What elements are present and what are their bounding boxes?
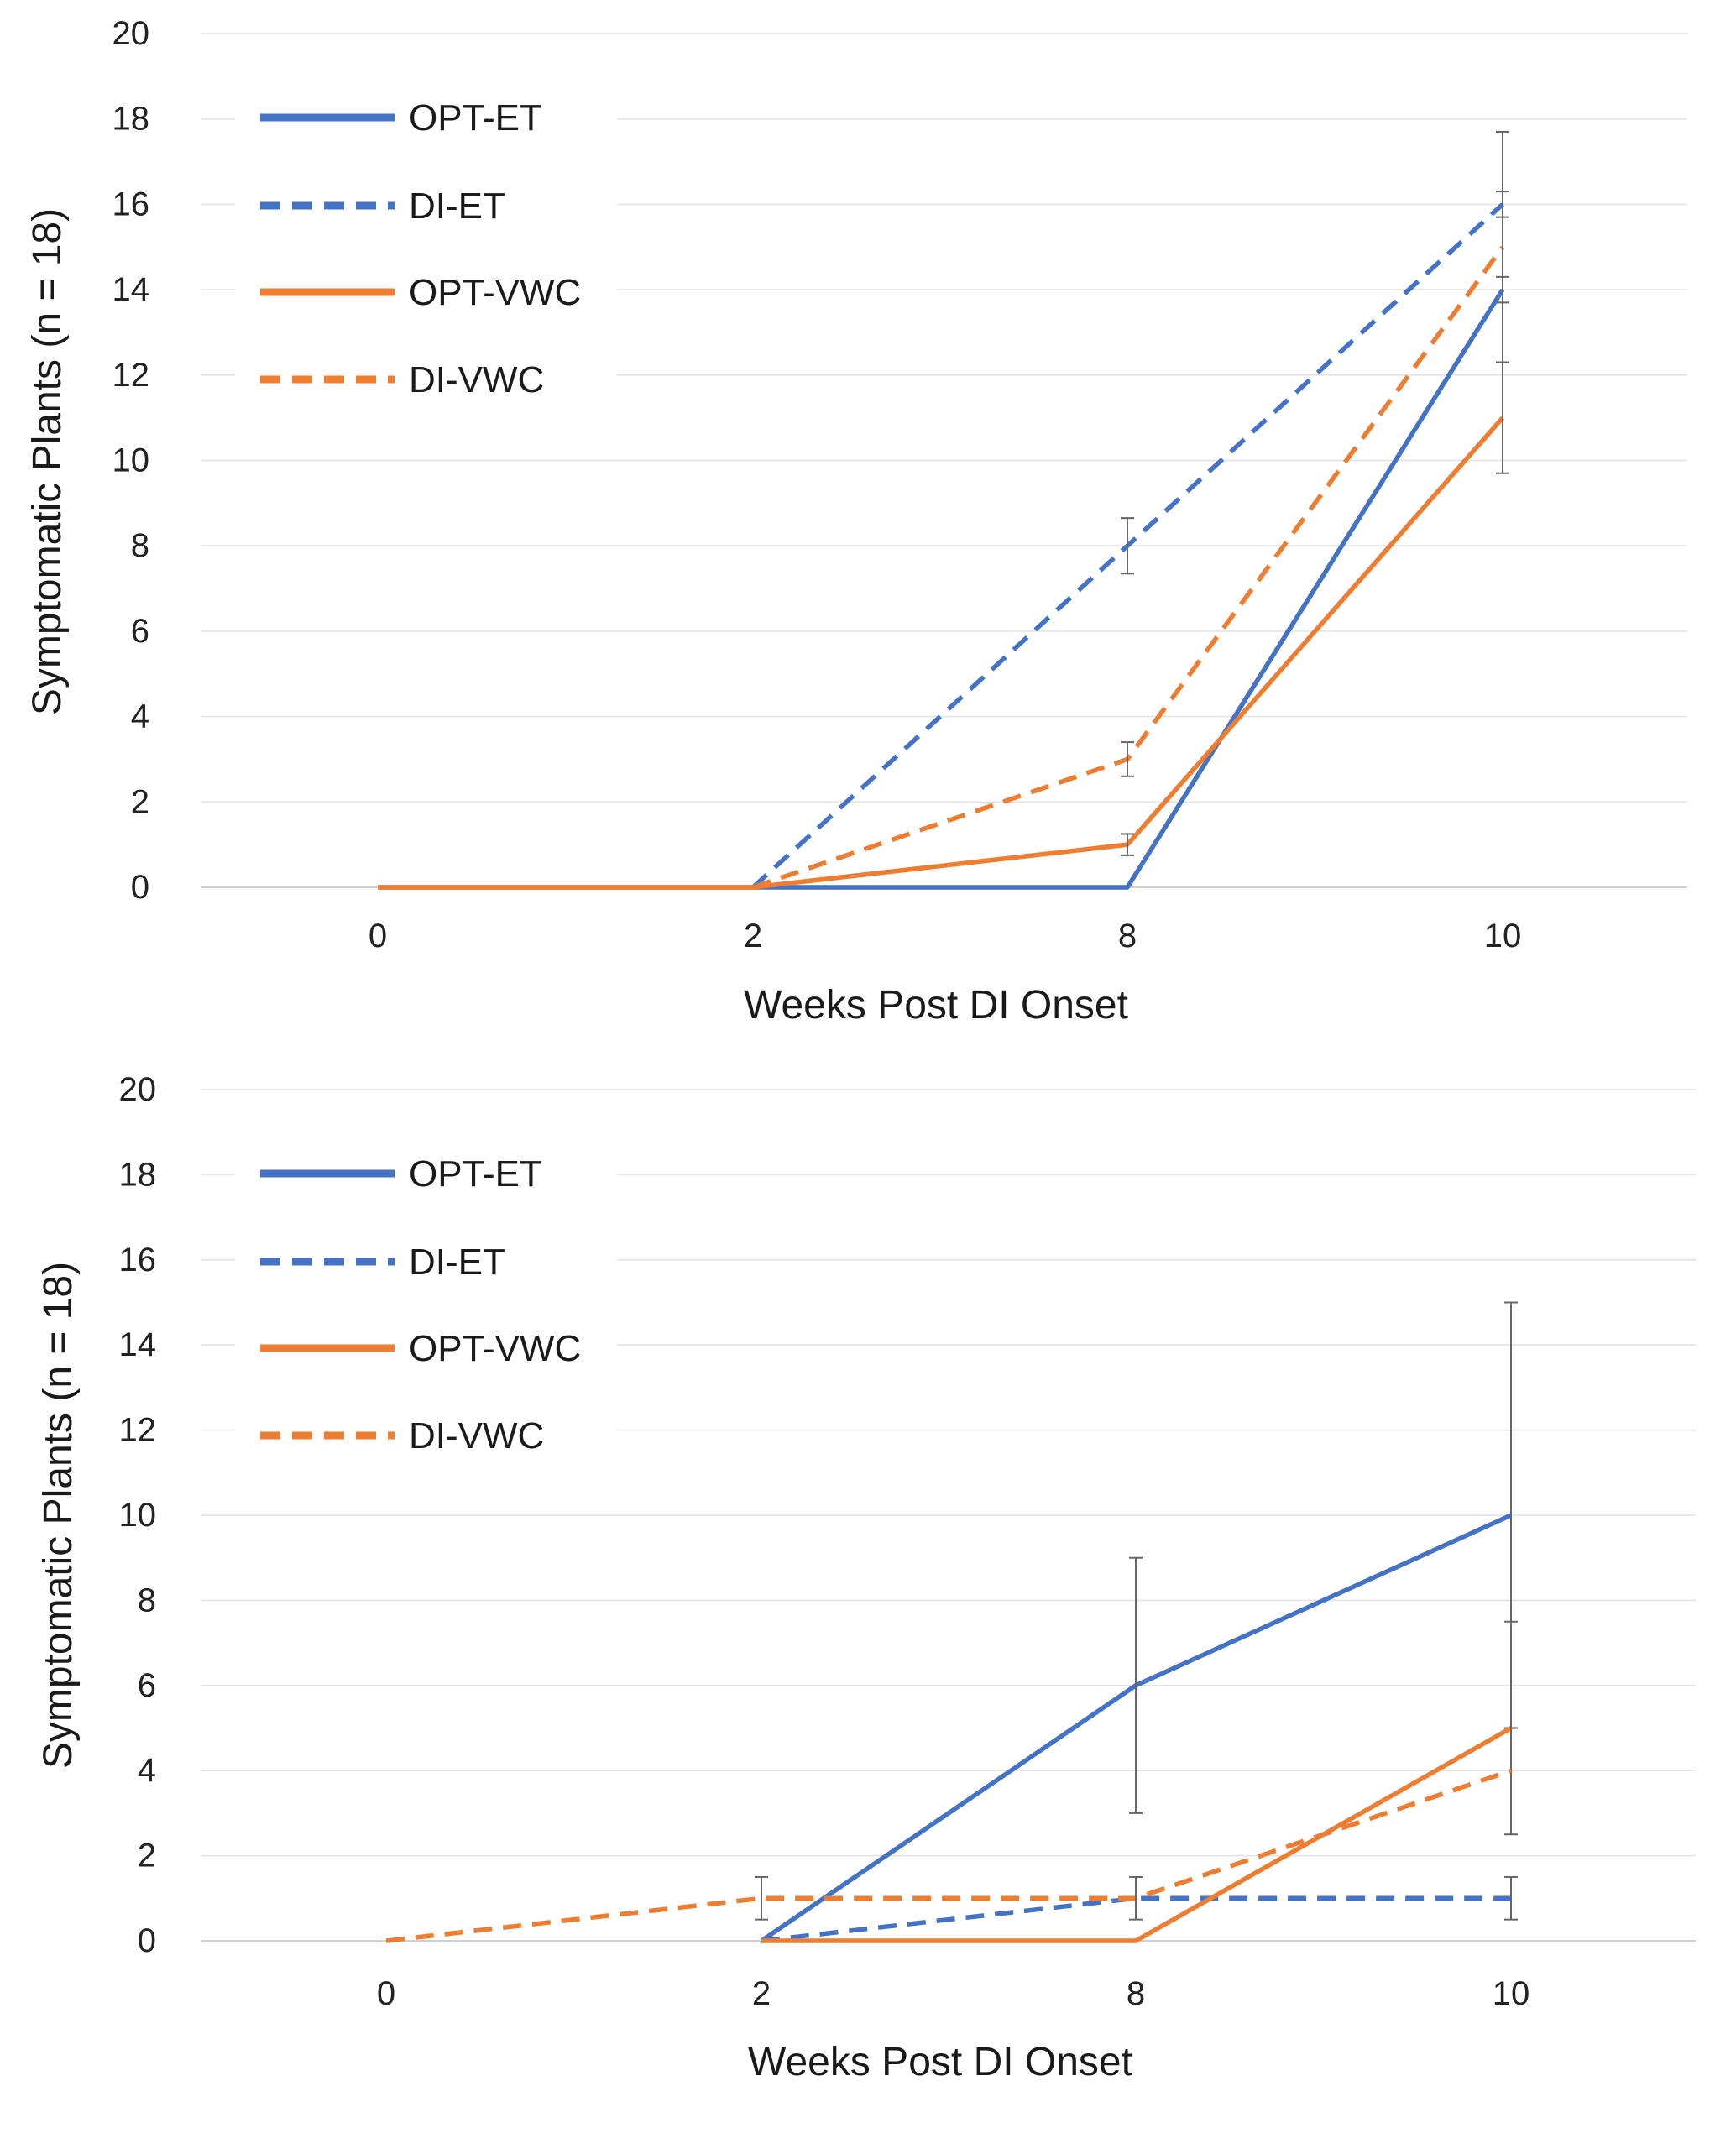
y-tick-label: 20 <box>112 15 150 52</box>
error-bar <box>1504 1620 1518 1836</box>
legend-item-opt-vwc: OPT-VWC <box>260 272 581 313</box>
series-line <box>761 1726 1513 1943</box>
y-tick-label: 6 <box>131 613 149 650</box>
x-tick-label: 8 <box>1127 1975 1145 2012</box>
y-tick-label: 16 <box>119 1242 157 1278</box>
y-tick-label: 18 <box>119 1156 157 1193</box>
legend-background <box>235 1127 617 1482</box>
x-tick-label: 2 <box>744 918 762 954</box>
legend-label: DI-ET <box>409 186 505 227</box>
y-tick-label: 14 <box>112 271 150 308</box>
series-di-et <box>761 1875 1518 1943</box>
error-bar <box>1496 361 1509 474</box>
y-axis-label: Symptomatic Plants (n = 18) <box>25 208 70 715</box>
legend-item-di-et: DI-ET <box>260 1242 505 1283</box>
y-tick-label: 16 <box>112 186 150 222</box>
legend: OPT-ET DI-ET OPT-VWC DI-VWC <box>235 1127 617 1482</box>
legend-label: OPT-ET <box>409 97 542 139</box>
y-tick-label: 12 <box>119 1412 157 1449</box>
y-tick-label: 2 <box>138 1838 156 1874</box>
x-axis-label: Weeks Post DI Onset <box>748 2040 1132 2084</box>
series-opt-vwc <box>761 1620 1518 1943</box>
legend-label: OPT-ET <box>409 1153 542 1195</box>
legend-item-opt-et: OPT-ET <box>260 1153 542 1195</box>
x-axis-ticks: 0 2 8 10 <box>377 1975 1529 2012</box>
y-tick-label: 0 <box>138 1922 156 1959</box>
y-axis-label: Symptomatic Plants (n = 18) <box>36 1262 81 1769</box>
y-tick-label: 8 <box>138 1582 156 1618</box>
x-tick-label: 10 <box>1484 918 1522 954</box>
error-bar <box>1121 741 1134 777</box>
legend-item-opt-et: OPT-ET <box>260 97 542 139</box>
y-axis-ticks: 0 2 4 6 8 10 12 14 16 18 20 <box>119 1071 157 1959</box>
x-tick-label: 0 <box>369 918 387 954</box>
x-tick-label: 2 <box>752 1975 771 2012</box>
y-axis-ticks: 0 2 4 6 8 10 12 14 16 18 20 <box>112 15 150 906</box>
error-bar <box>1129 1556 1143 1814</box>
series-line <box>385 1768 1512 1943</box>
y-tick-label: 10 <box>112 442 150 479</box>
error-bar <box>755 1875 768 1921</box>
legend-background <box>235 71 617 426</box>
chart-1: 0 2 4 6 8 10 12 14 16 18 20 0 2 8 10 Weeks Post DI Onse… <box>25 15 1687 1027</box>
legend-label: DI-ET <box>409 1242 505 1283</box>
y-tick-label: 12 <box>112 357 150 394</box>
x-tick-label: 10 <box>1493 1975 1530 2012</box>
y-tick-label: 2 <box>131 783 149 820</box>
series-di-vwc <box>385 1768 1512 1943</box>
x-axis-label: Weeks Post DI Onset <box>744 983 1128 1027</box>
error-bar <box>1121 833 1134 856</box>
series-di-et <box>751 130 1509 890</box>
legend-label: DI-VWC <box>409 1415 544 1456</box>
series-line <box>761 1895 1511 1943</box>
y-tick-label: 18 <box>112 101 150 138</box>
y-tick-label: 8 <box>131 527 149 564</box>
error-bar <box>1129 1875 1143 1921</box>
error-bar <box>1504 1875 1518 1921</box>
legend-item-di-et: DI-ET <box>260 186 505 227</box>
x-tick-label: 8 <box>1118 918 1137 954</box>
error-bar <box>1121 517 1134 575</box>
legend-item-di-vwc: DI-VWC <box>260 1415 544 1456</box>
legend-item-opt-vwc: OPT-VWC <box>260 1328 581 1369</box>
series-line <box>378 416 1505 890</box>
series-di-vwc <box>752 191 1509 890</box>
series-opt-et <box>760 1301 1518 1943</box>
legend: OPT-ET DI-ET OPT-VWC DI-VWC <box>235 71 617 426</box>
y-tick-label: 0 <box>131 869 149 906</box>
legend-label: OPT-VWC <box>409 1328 581 1369</box>
y-tick-label: 6 <box>138 1667 156 1704</box>
y-tick-label: 14 <box>119 1326 157 1363</box>
y-tick-label: 10 <box>119 1497 157 1534</box>
y-tick-label: 4 <box>138 1752 156 1789</box>
legend-label: DI-VWC <box>409 359 544 400</box>
y-tick-label: 4 <box>131 698 149 735</box>
y-tick-label: 20 <box>119 1071 157 1108</box>
legend-item-di-vwc: DI-VWC <box>260 359 544 400</box>
x-tick-label: 0 <box>377 1975 395 2012</box>
chart-2: 0 2 4 6 8 10 12 14 16 18 20 0 2 8 10 Weeks Post DI Onse… <box>36 1071 1696 2084</box>
x-axis-ticks: 0 2 8 10 <box>369 918 1521 954</box>
legend-label: OPT-VWC <box>409 272 581 313</box>
series-opt-vwc <box>378 361 1509 890</box>
error-bar <box>1496 191 1509 304</box>
